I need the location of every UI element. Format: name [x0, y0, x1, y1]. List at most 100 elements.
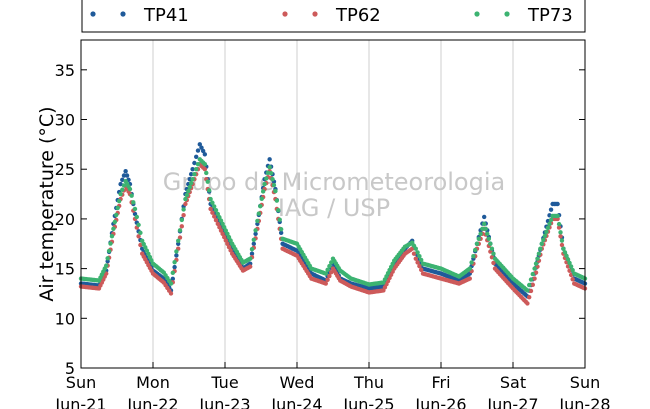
- data-point: [491, 251, 496, 256]
- data-point: [273, 188, 278, 194]
- data-point: [327, 273, 332, 279]
- data-point: [555, 213, 560, 219]
- data-point: [485, 231, 490, 237]
- legend-marker: [474, 11, 480, 17]
- x-tick-label-date: Jun-22: [126, 395, 178, 409]
- data-point: [419, 257, 424, 263]
- y-tick-label: 5: [65, 359, 75, 378]
- data-point: [129, 193, 134, 198]
- data-point: [278, 227, 284, 232]
- data-point: [555, 201, 560, 207]
- data-point: [323, 271, 328, 276]
- data-point: [118, 191, 123, 197]
- data-point: [467, 276, 472, 281]
- data-point: [570, 267, 575, 273]
- data-point: [327, 263, 332, 269]
- data-point: [268, 170, 274, 176]
- data-point: [177, 228, 183, 233]
- data-point: [212, 204, 217, 209]
- data-point: [223, 228, 228, 233]
- data-point: [121, 173, 127, 178]
- data-point: [206, 188, 212, 193]
- data-point: [248, 256, 253, 261]
- data-point: [413, 256, 418, 261]
- data-point: [323, 281, 328, 286]
- data-point: [548, 217, 554, 223]
- data-point: [258, 203, 263, 209]
- data-point: [194, 167, 199, 172]
- data-point: [205, 179, 210, 184]
- data-point: [168, 281, 174, 286]
- data-point: [528, 288, 534, 294]
- y-tick-label: 20: [55, 210, 75, 229]
- data-point: [215, 211, 220, 217]
- x-tick-label-date: Jun-25: [342, 395, 394, 409]
- data-point: [225, 231, 230, 237]
- data-point: [192, 160, 197, 166]
- data-point: [218, 218, 224, 223]
- data-point: [170, 270, 175, 276]
- data-point: [104, 263, 109, 268]
- x-tick-label-day: Wed: [280, 373, 315, 392]
- data-point: [140, 238, 145, 243]
- data-point: [565, 257, 571, 262]
- data-point: [417, 253, 422, 259]
- data-point: [132, 206, 138, 212]
- data-point: [118, 181, 123, 187]
- data-point: [251, 241, 256, 246]
- data-point: [271, 182, 277, 188]
- data-point: [561, 246, 566, 251]
- data-point: [532, 266, 537, 271]
- legend-label: TP41: [143, 5, 189, 26]
- data-point: [179, 217, 184, 223]
- data-point: [249, 251, 255, 256]
- data-point: [115, 205, 120, 211]
- data-point: [256, 211, 262, 216]
- data-point: [174, 253, 179, 258]
- data-point: [184, 192, 190, 198]
- data-point: [138, 230, 143, 236]
- data-point: [559, 238, 565, 243]
- x-tick-label-date: Jun-27: [486, 395, 538, 409]
- data-point: [190, 176, 195, 182]
- data-point: [564, 253, 569, 259]
- data-point: [558, 230, 563, 235]
- x-tick-label-day: Sun: [570, 373, 600, 392]
- data-point: [525, 301, 530, 306]
- data-point: [226, 244, 232, 250]
- x-tick-label-day: Mon: [136, 373, 170, 392]
- data-point: [217, 224, 222, 230]
- data-point: [467, 266, 472, 271]
- data-point: [200, 148, 206, 154]
- legend: TP41 TP62 TP73: [81, 0, 586, 33]
- data-point: [415, 260, 420, 265]
- y-tick-label: 25: [55, 160, 75, 179]
- data-point: [530, 282, 535, 287]
- data-point: [527, 282, 532, 288]
- legend-marker: [312, 11, 318, 17]
- data-point: [179, 224, 184, 229]
- data-point: [413, 246, 418, 251]
- data-point: [172, 264, 177, 270]
- data-point: [260, 189, 266, 194]
- data-point: [478, 231, 483, 237]
- data-point: [276, 207, 281, 213]
- data-point: [486, 236, 492, 241]
- x-tick-label-date: Jun-21: [54, 395, 106, 409]
- data-point: [270, 176, 275, 182]
- data-point: [225, 241, 230, 246]
- x-tick-label-date: Jun-24: [270, 395, 322, 409]
- legend-label: TP62: [335, 5, 381, 26]
- data-point: [528, 277, 534, 282]
- data-point: [249, 247, 255, 252]
- data-point: [417, 263, 422, 269]
- data-point: [473, 247, 478, 253]
- data-point: [415, 250, 420, 255]
- data-point: [183, 196, 188, 202]
- data-point: [188, 171, 194, 177]
- data-point: [558, 234, 563, 239]
- data-point: [223, 238, 228, 243]
- data-point: [144, 248, 150, 253]
- data-point: [530, 271, 535, 277]
- data-point: [188, 180, 194, 186]
